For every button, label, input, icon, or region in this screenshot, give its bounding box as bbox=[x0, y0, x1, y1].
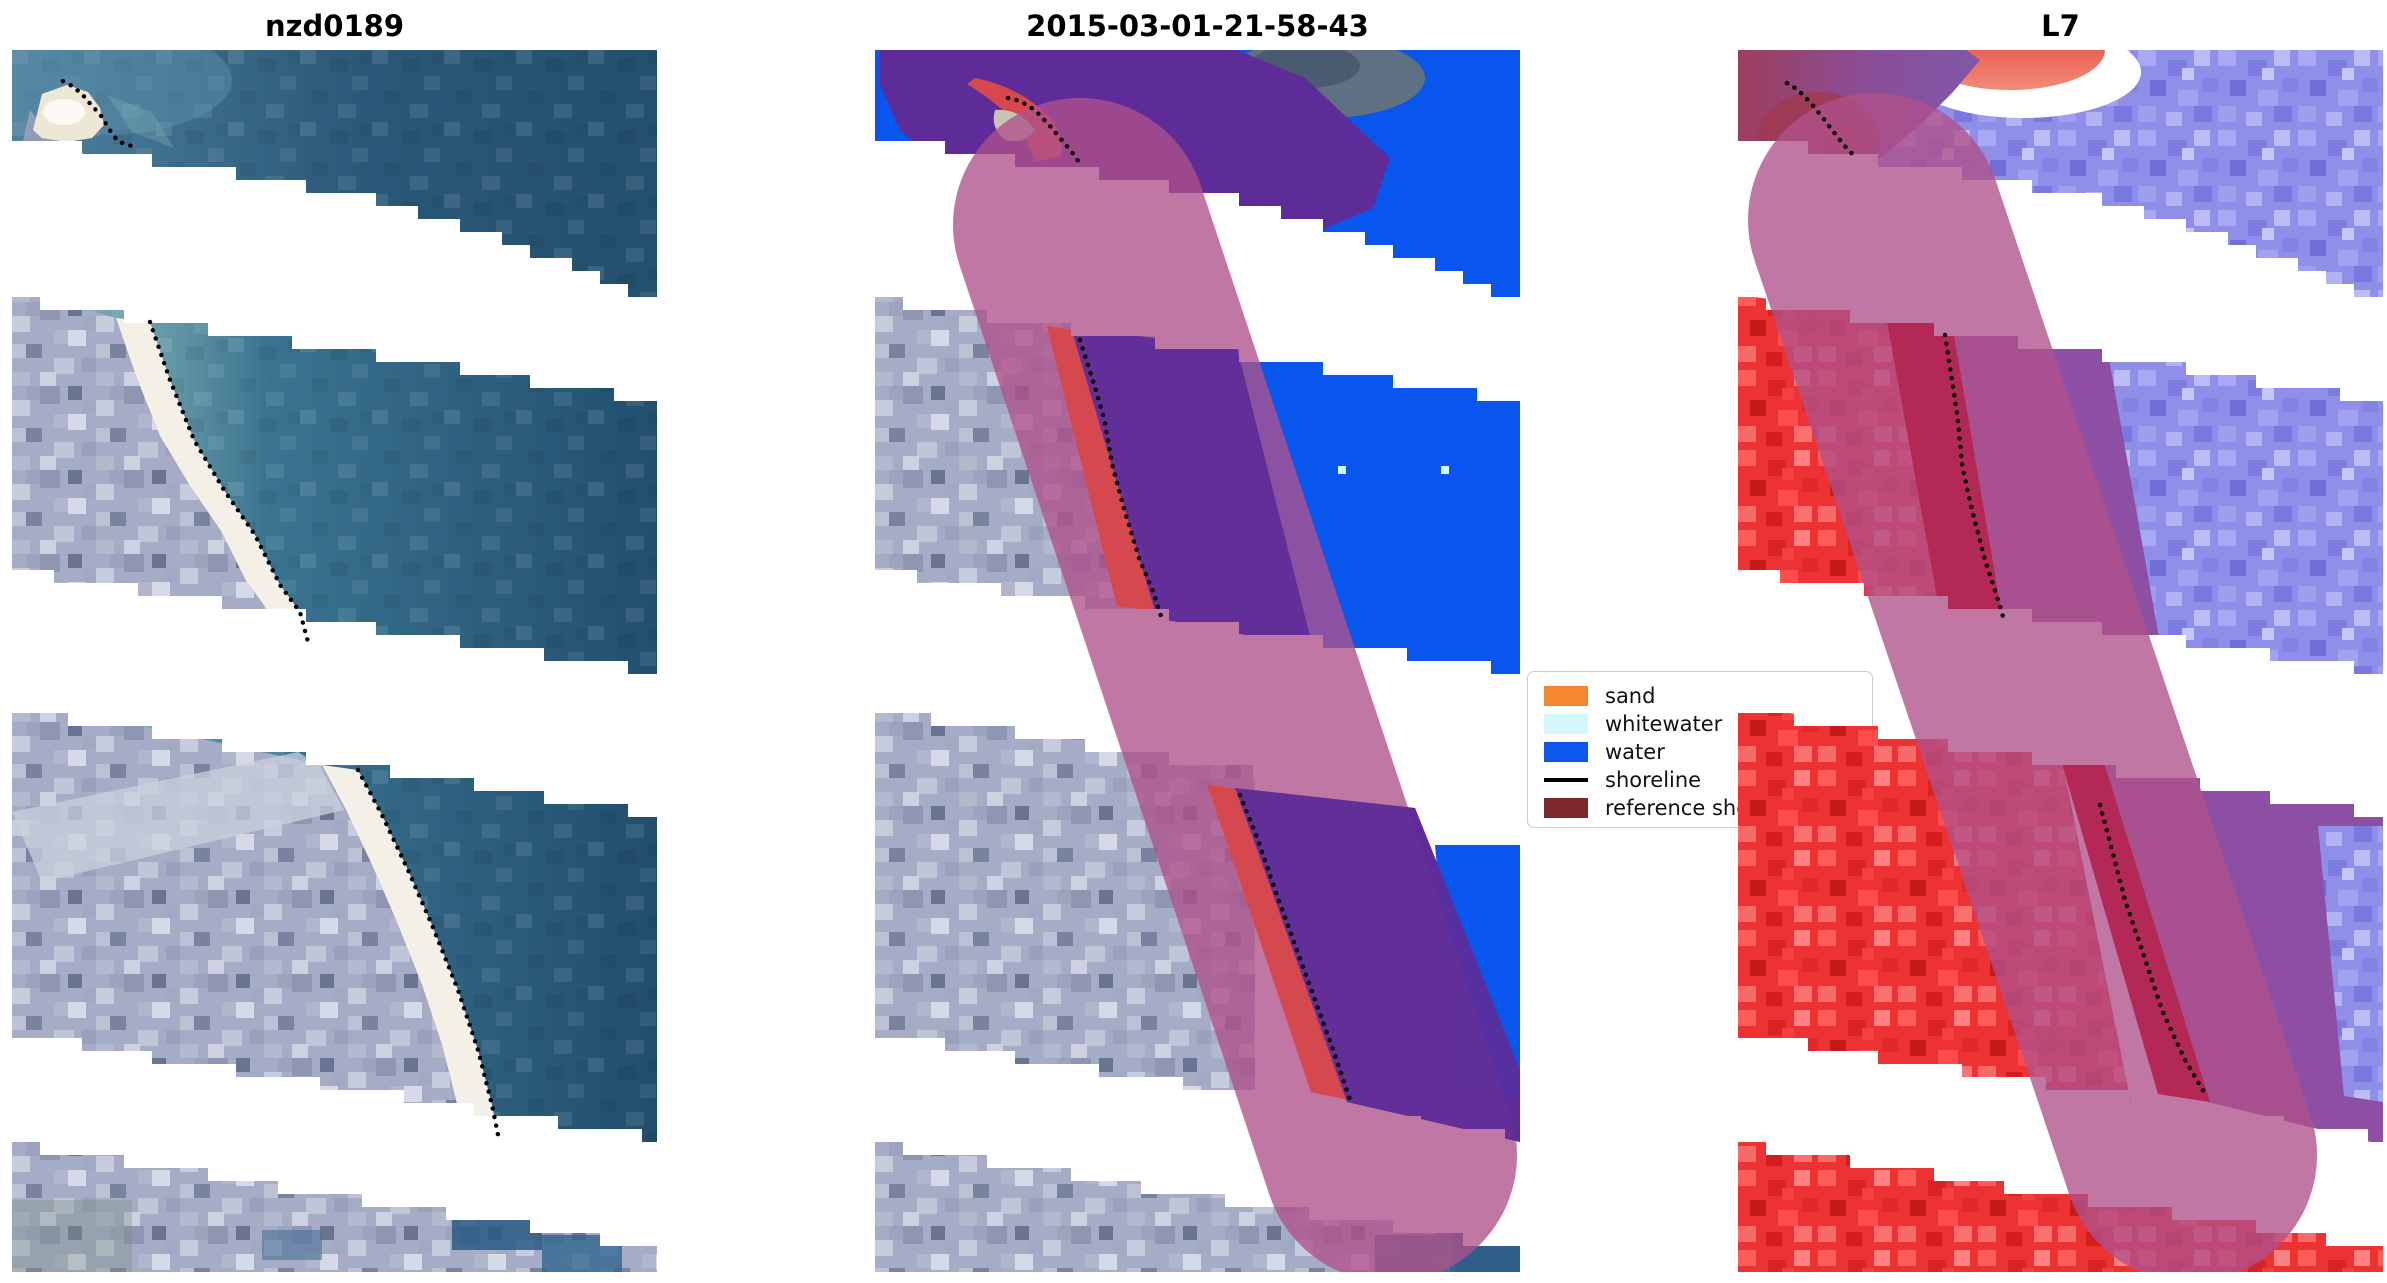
sand-swatch bbox=[1544, 685, 1588, 706]
legend-label: shoreline bbox=[1605, 767, 1702, 792]
panel-left-image bbox=[12, 50, 657, 1272]
shoreline-line-swatch bbox=[1544, 777, 1588, 782]
panel-title-right: L7 bbox=[2041, 9, 2080, 43]
legend-label: whitewater bbox=[1605, 711, 1723, 736]
whitewater-swatch bbox=[1544, 713, 1588, 734]
legend-row-shoreline: shoreline bbox=[1544, 766, 1872, 793]
panel-title-middle: 2015-03-01-21-58-43 bbox=[1026, 9, 1369, 43]
water-swatch bbox=[1544, 741, 1588, 762]
legend-row-sand: sand bbox=[1544, 682, 1872, 709]
legend-row-whitewater: whitewater bbox=[1544, 710, 1872, 737]
legend-label: water bbox=[1605, 739, 1665, 764]
legend-row-water: water bbox=[1544, 738, 1872, 765]
panel-middle-image bbox=[875, 50, 1520, 1272]
legend-label: sand bbox=[1605, 683, 1656, 708]
panel-title-left: nzd0189 bbox=[265, 9, 404, 43]
reference-shoreline-swatch bbox=[1544, 797, 1588, 818]
panel-right-image bbox=[1738, 50, 2383, 1272]
